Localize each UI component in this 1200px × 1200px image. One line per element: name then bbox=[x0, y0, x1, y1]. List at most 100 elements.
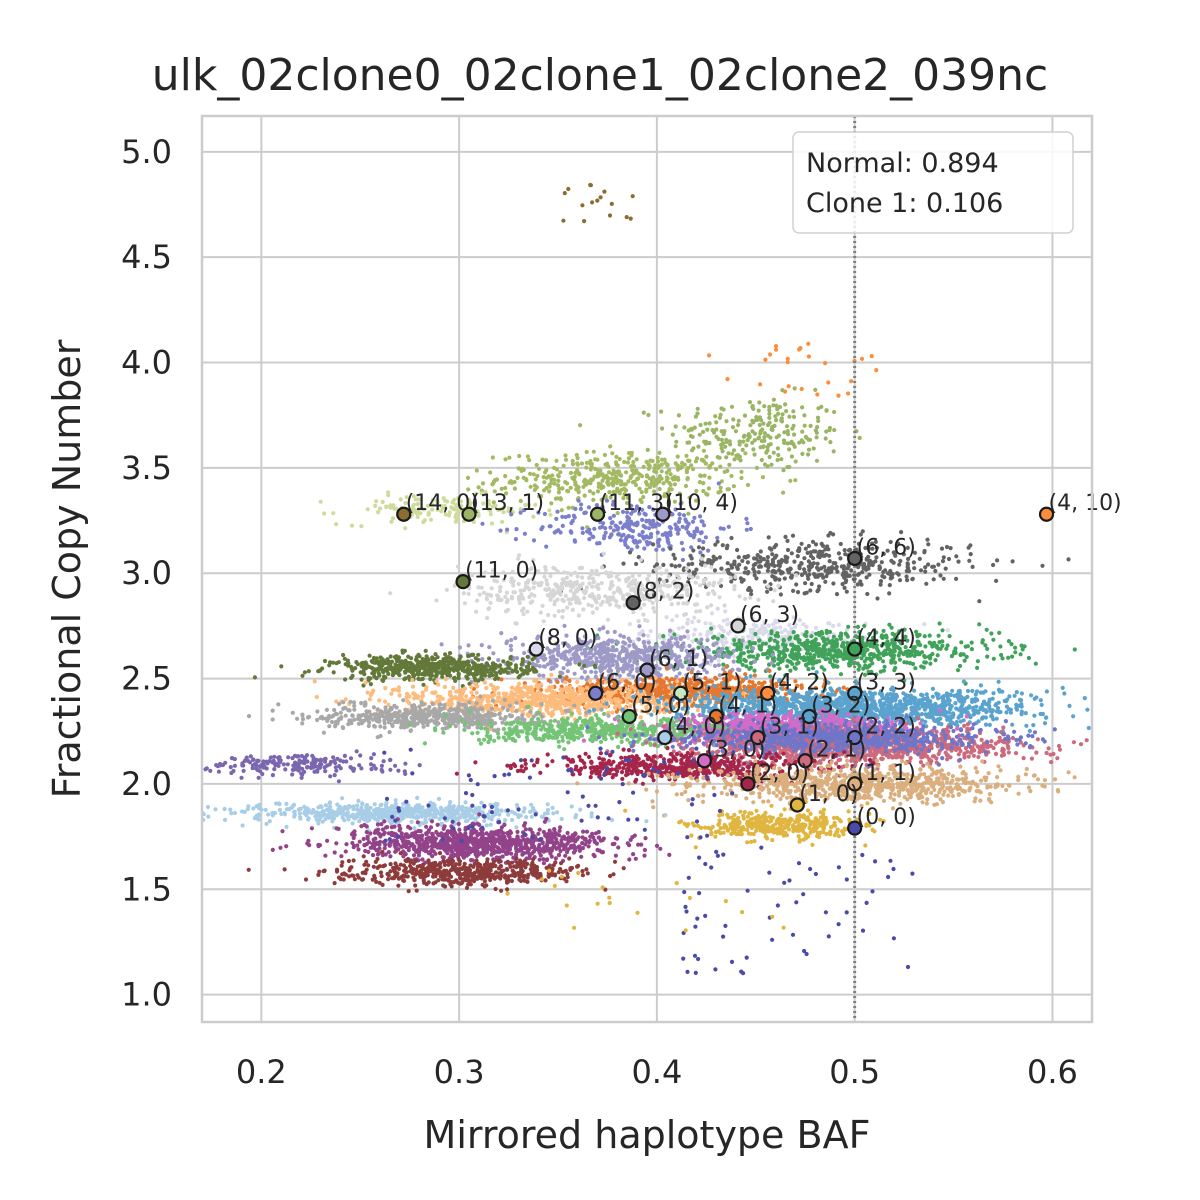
data-point bbox=[611, 468, 616, 473]
data-point bbox=[621, 524, 627, 529]
data-point bbox=[544, 458, 549, 463]
data-point bbox=[740, 662, 745, 667]
data-point bbox=[428, 517, 433, 522]
data-point bbox=[724, 455, 729, 460]
data-point bbox=[503, 457, 508, 462]
data-point bbox=[601, 551, 606, 556]
data-point bbox=[489, 521, 495, 526]
data-point bbox=[606, 470, 612, 475]
data-point bbox=[806, 543, 812, 549]
data-point bbox=[411, 672, 416, 677]
data-point bbox=[598, 195, 603, 200]
data-point bbox=[639, 649, 645, 654]
data-point bbox=[488, 600, 493, 606]
data-point bbox=[742, 554, 747, 560]
data-point bbox=[629, 503, 634, 508]
data-point bbox=[354, 660, 359, 665]
data-point bbox=[331, 670, 336, 675]
data-point bbox=[491, 651, 496, 656]
data-point bbox=[646, 412, 651, 418]
data-point bbox=[779, 419, 785, 424]
data-point bbox=[680, 625, 686, 630]
data-point bbox=[790, 661, 795, 667]
data-point bbox=[785, 567, 790, 573]
data-point bbox=[530, 657, 535, 662]
data-point bbox=[452, 507, 457, 512]
data-point bbox=[697, 480, 703, 485]
data-point bbox=[693, 627, 698, 632]
data-point bbox=[779, 557, 784, 563]
data-point bbox=[784, 424, 790, 429]
data-point bbox=[825, 568, 830, 573]
data-point bbox=[791, 654, 796, 660]
data-point bbox=[594, 600, 599, 605]
data-point bbox=[556, 490, 562, 495]
data-point bbox=[566, 597, 571, 602]
data-point bbox=[624, 500, 630, 506]
data-point bbox=[664, 475, 670, 480]
data-point bbox=[476, 678, 481, 683]
data-point bbox=[575, 468, 580, 473]
data-point bbox=[518, 588, 523, 593]
data-point bbox=[721, 618, 726, 623]
data-point bbox=[374, 656, 379, 661]
data-point bbox=[923, 569, 928, 574]
data-point bbox=[645, 482, 650, 487]
data-point bbox=[720, 634, 725, 639]
data-point bbox=[738, 644, 744, 649]
data-point bbox=[484, 663, 489, 668]
data-point bbox=[672, 482, 678, 487]
data-point bbox=[799, 541, 804, 546]
data-point bbox=[773, 344, 779, 349]
data-point bbox=[634, 561, 639, 567]
data-point bbox=[828, 530, 833, 536]
data-point bbox=[350, 673, 355, 679]
data-point bbox=[922, 622, 927, 627]
data-point bbox=[741, 434, 747, 439]
data-point bbox=[723, 444, 728, 449]
data-point bbox=[411, 691, 416, 696]
data-point bbox=[518, 507, 523, 512]
data-point bbox=[725, 561, 730, 566]
data-point bbox=[947, 634, 952, 639]
data-point bbox=[611, 590, 617, 595]
data-point bbox=[640, 629, 645, 634]
data-point bbox=[975, 659, 981, 664]
data-point bbox=[697, 538, 702, 543]
data-point bbox=[395, 656, 401, 661]
data-point bbox=[654, 547, 659, 552]
data-point bbox=[998, 644, 1003, 649]
data-point bbox=[770, 552, 775, 557]
data-point bbox=[747, 679, 752, 684]
data-point bbox=[652, 609, 657, 614]
data-point bbox=[811, 549, 816, 554]
data-point bbox=[779, 657, 784, 662]
data-point bbox=[560, 577, 565, 582]
data-point bbox=[636, 637, 642, 642]
data-point bbox=[590, 592, 595, 597]
data-point bbox=[756, 597, 761, 602]
data-point bbox=[661, 481, 666, 486]
data-point bbox=[997, 630, 1002, 636]
data-point bbox=[792, 432, 797, 437]
data-point bbox=[565, 570, 570, 576]
data-point bbox=[630, 573, 635, 579]
data-point bbox=[692, 532, 697, 537]
data-point bbox=[554, 458, 559, 463]
data-point bbox=[823, 579, 828, 584]
data-point bbox=[640, 534, 645, 539]
data-point bbox=[426, 510, 431, 515]
data-point bbox=[556, 585, 561, 590]
data-point bbox=[591, 497, 596, 502]
data-point bbox=[625, 514, 630, 520]
data-point bbox=[675, 467, 681, 472]
data-point bbox=[507, 455, 512, 460]
data-point bbox=[560, 523, 565, 529]
data-point bbox=[925, 537, 930, 542]
data-point bbox=[674, 439, 679, 444]
data-point bbox=[767, 411, 772, 416]
data-point bbox=[885, 571, 891, 576]
data-point bbox=[651, 605, 656, 611]
data-point bbox=[695, 593, 700, 598]
data-point bbox=[580, 575, 585, 580]
